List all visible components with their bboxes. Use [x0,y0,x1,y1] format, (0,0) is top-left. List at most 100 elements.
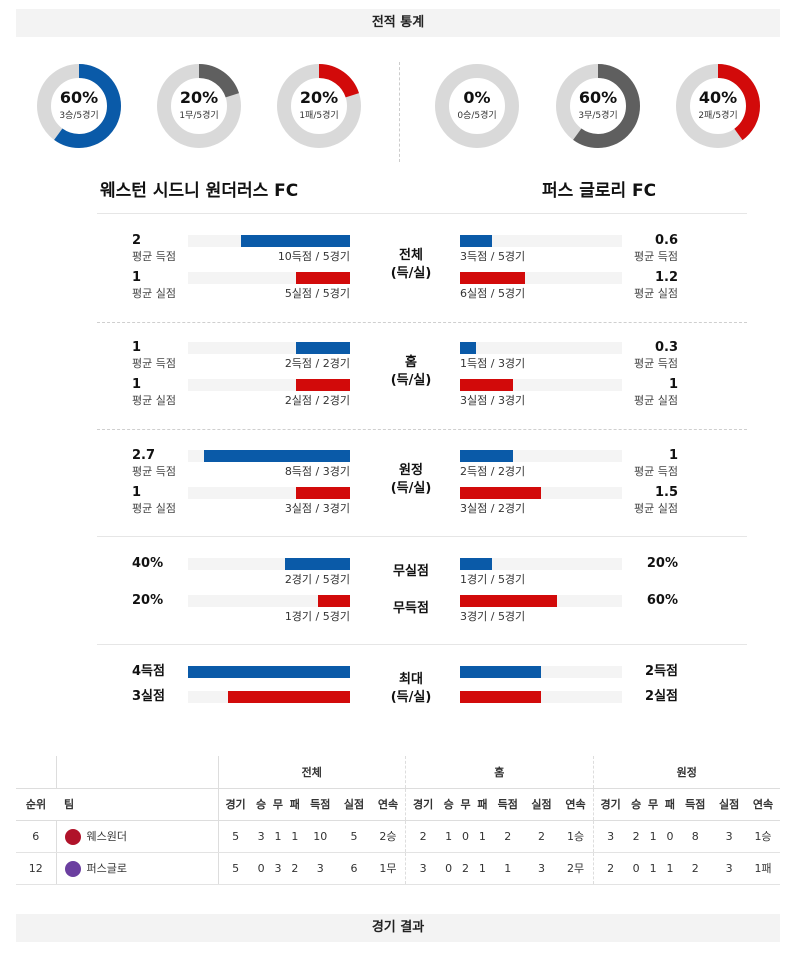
stat-home-5: 2 [524,820,559,853]
away-overall-scored-bar-label: 3득점 / 5경기 [460,250,526,263]
away-max-scored-value: 2득점 [645,664,678,679]
stat-home-5: 3 [524,852,559,885]
stat-away-2: 1 [644,852,662,885]
col-all-2: 무 [269,787,287,821]
home-home-scored-bar-label: 2득점 / 2경기 [284,357,350,370]
home-win-donut: 60% 3승/5경기 [36,63,122,149]
col-all-3: 패 [286,787,304,821]
team-cell[interactable]: 웨스원더 [55,820,218,853]
away-max-conceded-value: 2실점 [645,689,678,704]
home-overall-scored-label: 평균 득점 [132,250,176,263]
home-overall-scored-value: 2 [132,233,142,248]
away-away-conceded-bar-label: 3실점 / 2경기 [460,502,526,515]
donut-caption: 0승/5경기 [457,111,497,121]
group-title-away: 원정 (득/실) [390,463,432,496]
stat-all-6: 1무 [370,852,406,885]
stat-away-3: 1 [661,852,679,885]
stat-all-3: 1 [286,820,304,853]
home-clean-sheet-bar-label: 2경기 / 5경기 [284,573,350,586]
clean-sheet-title: 무실점 [393,564,429,579]
stats-section-header: 전적 통계 [16,9,780,37]
team-logo-icon [64,860,81,877]
away-home-scored-value: 0.3 [654,340,678,355]
home-failed-to-score-value: 20% [132,593,164,608]
team-cell[interactable]: 퍼스글로 [55,852,218,885]
home-failed-to-score-track [188,595,350,607]
home-away-scored-bar-label: 8득점 / 3경기 [284,465,350,478]
col-all-1: 승 [252,787,270,821]
away-clean-sheet-bar [460,558,492,570]
donut-ring [676,64,760,148]
away-overall-scored-value: 0.6 [654,233,678,248]
col-all-0: 경기 [217,787,253,821]
stat-away-4: 2 [678,852,713,885]
home-home-conceded-label: 평균 실점 [132,394,176,407]
stat-away-0: 3 [592,820,628,853]
home-home-scored-bar [296,342,350,354]
table-row[interactable]: 12 퍼스글로 5 0 3 2 3 6 1무 3 0 2 1 1 3 2무 2 0 1 1 2 3 1패 [16,852,780,885]
stat-home-1: 1 [440,820,458,853]
away-overall-scored-label: 평균 득점 [634,250,678,263]
donut-caption: 3승/5경기 [59,111,99,121]
col-team: 팀 [56,787,218,821]
home-overall-conceded-bar-label: 5실점 / 5경기 [284,287,350,300]
home-away-scored-bar [204,450,350,462]
table-row[interactable]: 6 웨스원더 5 3 1 1 10 5 2승 2 1 0 1 2 2 1승 3 2 1 0 8 3 1승 [16,820,780,853]
group-header-away: 원정 [592,756,780,788]
team-name: 웨스원더 [86,829,127,843]
divider [97,644,747,645]
away-home-scored-label: 평균 득점 [634,357,678,370]
stat-home-4: 2 [490,820,525,853]
stat-home-6: 2무 [558,852,594,885]
col-away-3: 패 [661,787,679,821]
home-max-conceded-value: 3실점 [132,689,165,704]
col-away-2: 무 [644,787,662,821]
divider [97,322,747,323]
away-away-conceded-label: 평균 실점 [634,502,678,515]
stat-all-5: 6 [337,852,371,885]
away-away-scored-bar [460,450,513,462]
stat-away-6: 1승 [746,820,780,853]
away-clean-sheet-bar-label: 1경기 / 5경기 [460,573,526,586]
home-failed-to-score-bar-label: 1경기 / 5경기 [284,610,350,623]
donut-fill [676,64,760,148]
stat-all-4: 3 [303,852,338,885]
away-team-name: 퍼스 글로리 FC [542,181,657,201]
team-logo-icon [64,828,81,845]
donut-percent: 20% [299,88,339,107]
divider [97,536,747,537]
col-home-4: 득점 [490,787,525,821]
group-header-home: 홈 [405,756,594,788]
results-section-header: 경기 결과 [16,914,780,942]
donut-fill [37,64,121,148]
donut-caption: 3무/5경기 [578,111,618,121]
stat-away-3: 0 [661,820,679,853]
group-title-overall: 전체 (득/실) [390,248,432,281]
away-failed-to-score-value: 60% [646,593,678,608]
away-loss-donut: 40% 2패/5경기 [675,63,761,149]
donut-caption: 1무/5경기 [179,111,219,121]
donut-ring [435,64,519,148]
away-clean-sheet-track [460,558,622,570]
home-home-conceded-bar [296,379,350,391]
stat-all-0: 5 [217,852,253,885]
col-home-6: 연속 [558,787,594,821]
stat-home-0: 2 [405,820,441,853]
group-header-all: 전체 [217,756,406,788]
home-overall-conceded-value: 1 [132,270,142,285]
stat-home-6: 1승 [558,820,594,853]
home-overall-conceded-bar [296,272,350,284]
stat-all-5: 5 [337,820,371,853]
col-rank: 순위 [16,787,56,821]
col-home-1: 승 [440,787,458,821]
stat-all-1: 3 [252,820,270,853]
stat-all-4: 10 [303,820,338,853]
group-title-home: 홈 (득/실) [390,355,432,388]
col-all-6: 연속 [370,787,406,821]
stat-away-4: 8 [678,820,713,853]
stat-home-3: 1 [473,820,491,853]
donut-percent: 60% [59,88,99,107]
donut-percent: 20% [179,88,219,107]
donut-ring [277,64,361,148]
stat-home-4: 1 [490,852,525,885]
